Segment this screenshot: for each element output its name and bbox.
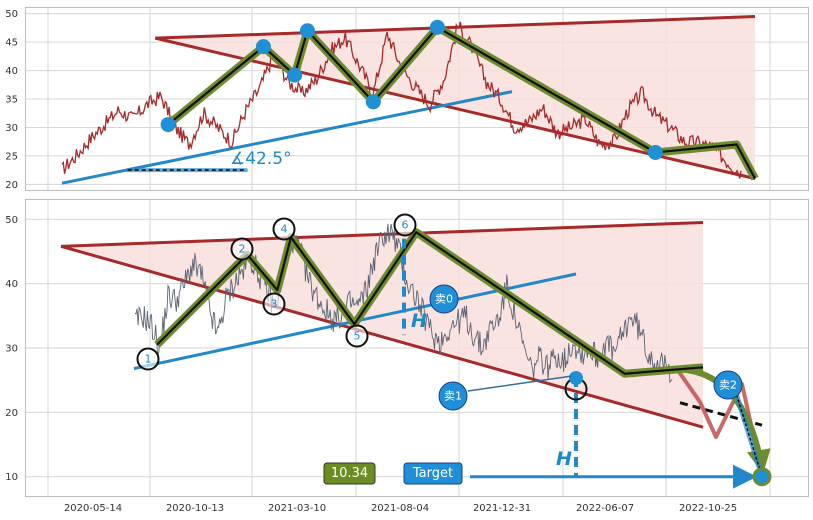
bottom-x-tick-label: 2020-10-13: [166, 503, 224, 514]
wave-label-circle: [345, 324, 369, 348]
value-box-rect: [323, 462, 376, 485]
bottom-x-tick-label: 2020-05-14: [64, 503, 122, 514]
top-y-tick-label: 20: [5, 180, 18, 191]
bottom-y-tick-label: 10: [5, 472, 18, 483]
height-label-left: H: [411, 310, 427, 332]
top-triangle-upper-line: [155, 15, 756, 40]
top-wave-dot: [299, 23, 315, 39]
target-box-text: Target: [412, 466, 453, 481]
marker-sell-0: 卖0: [429, 284, 459, 314]
marker-sell-2-circle: [713, 370, 743, 400]
top-y-ticks: 20 25 30 35 40 45 50: [5, 9, 18, 191]
top-wave-dot: [255, 39, 271, 55]
bottom-triangle-fill: [61, 222, 703, 428]
wave-label-text: 4: [281, 223, 288, 236]
marker-sell-2-label: 卖2: [719, 379, 737, 392]
wave-label-text: 6: [402, 219, 409, 232]
top-support-line: [61, 90, 513, 185]
top-wave-dot: [160, 117, 176, 133]
wave-number-labels: 1 2 3 4 5 6: [136, 213, 763, 471]
marker-sell-1-circle: [438, 381, 468, 411]
top-wave-dot: [287, 67, 303, 83]
target-point: [752, 467, 772, 487]
wave-label-text: 2: [239, 243, 246, 256]
bottom-y-tick-label: 20: [5, 408, 18, 419]
top-wave-dot: [429, 19, 445, 35]
bottom-y-tick-label: 40: [5, 279, 18, 290]
target-box: Target: [403, 462, 463, 485]
wave-point-dot: [569, 371, 583, 385]
wave-label-text: 5: [354, 330, 361, 343]
top-wave-dot: [647, 144, 663, 160]
value-box-text: 10.34: [331, 466, 368, 481]
top-angle-label: ∡42.5°: [230, 149, 292, 169]
bottom-blue-projection-dash: [734, 389, 761, 471]
top-wave-dot: [365, 94, 381, 110]
wave-label-circle: [136, 347, 160, 371]
top-triangle-fill: [155, 16, 756, 179]
top-y-tick-label: 50: [5, 9, 18, 20]
wave-label-circle: [230, 237, 254, 261]
marker-sell-0-circle: [429, 284, 459, 314]
value-box: 10.34: [323, 462, 376, 485]
wave-label-circle: [272, 217, 296, 241]
bottom-x-tick-label: 2022-06-07: [576, 503, 634, 514]
marker-sell-1: 卖1: [438, 375, 573, 411]
bottom-y-ticks: 10 20 30 40 50: [5, 215, 18, 483]
bottom-frame: [25, 199, 809, 497]
top-y-tick-label: 30: [5, 123, 18, 134]
top-y-tick-label: 40: [5, 66, 18, 77]
height-label-right: H: [556, 448, 572, 470]
bottom-wave-line: [156, 231, 704, 375]
top-panel: 20 25 30 35 40 45 50 ∡42.5°: [5, 7, 809, 191]
marker-sell-0-label: 卖0: [435, 293, 453, 306]
top-y-tick-label: 35: [5, 95, 18, 106]
bottom-y-tick-label: 30: [5, 344, 18, 355]
top-wave-dots: [160, 19, 756, 179]
top-frame: [25, 7, 809, 191]
bottom-x-tick-label: 2022-10-25: [679, 503, 737, 514]
bottom-y-tick-label: 50: [5, 215, 18, 226]
marker-sell-1-pointer: [467, 375, 573, 392]
wave-label-circle: [262, 292, 286, 316]
top-wave-end-dash: [735, 144, 756, 179]
bottom-triangle-lower-line: [60, 244, 704, 429]
bottom-x-ticks: 2020-05-14 2020-10-13 2021-03-10 2021-08-04…: [64, 503, 737, 514]
wave-label-circle: [393, 213, 417, 237]
bottom-x-tick-label: 2021-08-04: [371, 503, 429, 514]
top-y-tick-label: 25: [5, 151, 18, 162]
bottom-x-tick-label: 2021-12-31: [473, 503, 531, 514]
marker-sell-2: 卖2: [713, 370, 743, 400]
wave-label-text: 3: [271, 298, 278, 311]
top-y-tick-label: 45: [5, 38, 18, 49]
target-box-rect: [403, 462, 463, 485]
bottom-x-tick-label: 2021-03-10: [268, 503, 326, 514]
marker-sell-1-label: 卖1: [444, 390, 462, 403]
bottom-panel: 10 20 30 40 50 2020-05-14 2020-10-13 2021-03-1…: [5, 199, 809, 514]
bottom-projection-path-1: [675, 367, 764, 475]
wave-label-text: 1: [145, 353, 152, 366]
